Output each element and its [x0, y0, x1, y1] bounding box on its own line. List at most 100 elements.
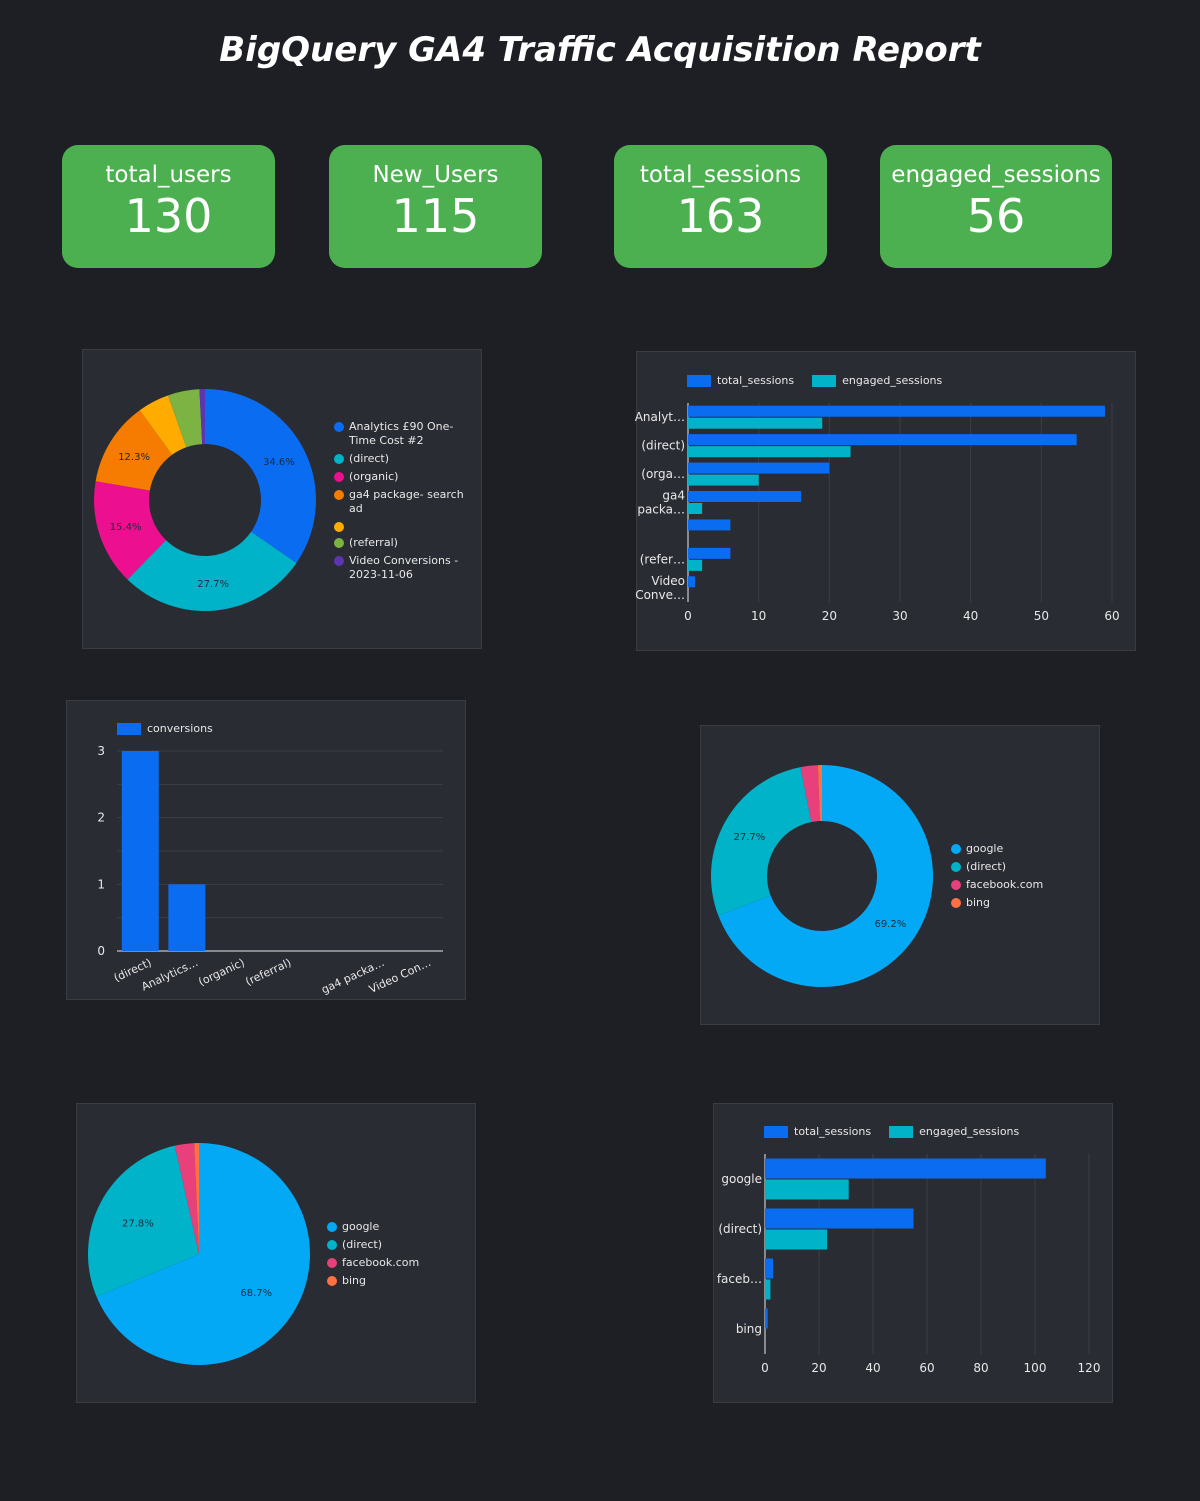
legend-item[interactable]: (direct)	[951, 860, 1081, 874]
legend-label: (referral)	[349, 536, 398, 549]
kpi-value: 115	[391, 189, 480, 243]
pie-slice	[205, 389, 316, 563]
legend-label: conversions	[147, 722, 213, 735]
legend-label: (direct)	[349, 452, 390, 465]
legend-marker	[327, 1222, 337, 1232]
bar[interactable]	[688, 474, 759, 486]
y-category-label: bing	[736, 1322, 762, 1336]
source-sessions-bar-card: total_sessions engaged_sessions 0 10 20 30 40…	[635, 351, 1136, 651]
legend-item[interactable]: Analytics £90 One-Time Cost #2	[334, 420, 464, 448]
legend-label: total_sessions	[794, 1125, 872, 1138]
legend-item[interactable]: (referral)	[334, 536, 464, 550]
legend-label: Video Conversions - 2023-11-06	[349, 554, 459, 581]
medium-sessions-bar-card: total_sessions engaged_sessions 0 20 40 60 80…	[713, 1103, 1113, 1403]
pie-data-label: 69.2%	[874, 919, 906, 930]
legend-item[interactable]: (direct)	[334, 452, 464, 466]
kpi-total-users: total_users 130	[62, 145, 275, 268]
bar[interactable]	[765, 1229, 828, 1250]
bar[interactable]	[765, 1279, 771, 1300]
legend-swatch	[889, 1126, 914, 1138]
bar[interactable]	[688, 576, 696, 588]
bar[interactable]	[688, 491, 802, 502]
legend-item[interactable]: (organic)	[334, 470, 464, 484]
bar[interactable]	[688, 559, 703, 571]
legend-item[interactable]: engaged_sessions	[812, 374, 942, 388]
bar[interactable]	[121, 751, 159, 951]
legend-item[interactable]: facebook.com	[327, 1256, 457, 1270]
bar[interactable]	[765, 1179, 849, 1200]
legend-item[interactable]	[334, 520, 464, 532]
x-tick-label: 60	[919, 1361, 934, 1375]
bar[interactable]	[688, 434, 1077, 446]
kpi-new-users: New_Users 115	[329, 145, 542, 268]
legend-item[interactable]: bing	[951, 896, 1081, 910]
legend-label: google	[966, 842, 1004, 855]
y-category-label: (direct)	[718, 1222, 762, 1236]
pie-slice	[139, 395, 187, 455]
legend-item[interactable]: ga4 package- search ad	[334, 488, 464, 516]
legend-item[interactable]: google	[951, 842, 1081, 856]
legend-marker	[334, 454, 344, 464]
x-tick-label: 100	[1024, 1361, 1047, 1375]
kpi-label: engaged_sessions	[891, 162, 1101, 188]
legend-item[interactable]: total_sessions	[764, 1125, 871, 1139]
legend-marker	[334, 538, 344, 548]
bar[interactable]	[765, 1308, 768, 1329]
bar[interactable]	[765, 1258, 774, 1279]
medium-pie-legend: google (direct) facebook.com bing	[327, 1220, 457, 1292]
bar[interactable]	[688, 446, 851, 458]
x-tick-label: 10	[751, 609, 766, 623]
y-category-label: (orga…	[641, 467, 685, 481]
legend-item[interactable]: conversions	[117, 722, 213, 736]
legend-item[interactable]: facebook.com	[951, 878, 1081, 892]
x-tick-label: 0	[761, 1361, 769, 1375]
legend-item[interactable]: engaged_sessions	[889, 1125, 1019, 1139]
legend-item[interactable]: Video Conversions - 2023-11-06	[334, 554, 464, 582]
pie-slice	[174, 1143, 199, 1254]
bar[interactable]	[688, 519, 731, 531]
legend-item[interactable]: total_sessions	[687, 374, 794, 388]
x-category-label: (organic)	[196, 956, 246, 989]
kpi-label: total_sessions	[639, 162, 802, 188]
legend-item[interactable]: google	[327, 1220, 457, 1234]
legend-label: bing	[342, 1274, 366, 1287]
pie-slice	[127, 531, 297, 611]
bar[interactable]	[688, 503, 703, 514]
y-tick-label: 3	[97, 744, 105, 758]
y-category-label: packa…	[637, 503, 685, 517]
y-category-label: (refer…	[640, 552, 685, 566]
x-tick-label: 50	[1034, 609, 1049, 623]
kpi-value: 56	[966, 189, 1026, 243]
pie-slice	[817, 765, 822, 822]
source-sessions-bar-chart: 0 10 20 30 40 50 60 Analyt… (direct) (orga… ga4pa…	[635, 403, 1120, 623]
legend-marker	[951, 880, 961, 890]
bar[interactable]	[168, 884, 206, 951]
legend-marker	[334, 490, 344, 500]
bar[interactable]	[765, 1158, 1046, 1179]
bar[interactable]	[688, 547, 731, 559]
bar[interactable]	[765, 1208, 914, 1229]
legend-marker	[334, 422, 344, 432]
x-tick-label: 80	[973, 1361, 988, 1375]
legend-swatch	[117, 723, 141, 735]
bar[interactable]	[688, 462, 830, 474]
x-tick-label: 30	[892, 609, 907, 623]
pie-slice	[87, 1145, 199, 1297]
pie-data-label: 27.7%	[734, 832, 766, 843]
legend-marker	[327, 1276, 337, 1286]
medium-donut-legend: google (direct) facebook.com bing	[951, 842, 1081, 914]
legend-item[interactable]: (direct)	[327, 1238, 457, 1252]
legend-label: engaged_sessions	[919, 1125, 1020, 1138]
pie-data-label: 12.3%	[118, 452, 150, 463]
source-donut-chart: 34.6% 27.7% 15.4% 12.3%	[94, 389, 316, 611]
bar[interactable]	[688, 417, 823, 429]
bar[interactable]	[688, 405, 1105, 417]
legend-marker	[951, 844, 961, 854]
conversions-legend: conversions	[117, 722, 231, 736]
legend-marker	[334, 472, 344, 482]
legend-label: (organic)	[349, 470, 399, 483]
legend-label: (direct)	[966, 860, 1007, 873]
legend-item[interactable]: bing	[327, 1274, 457, 1288]
report-title: BigQuery GA4 Traffic Acquisition Report	[219, 30, 981, 70]
